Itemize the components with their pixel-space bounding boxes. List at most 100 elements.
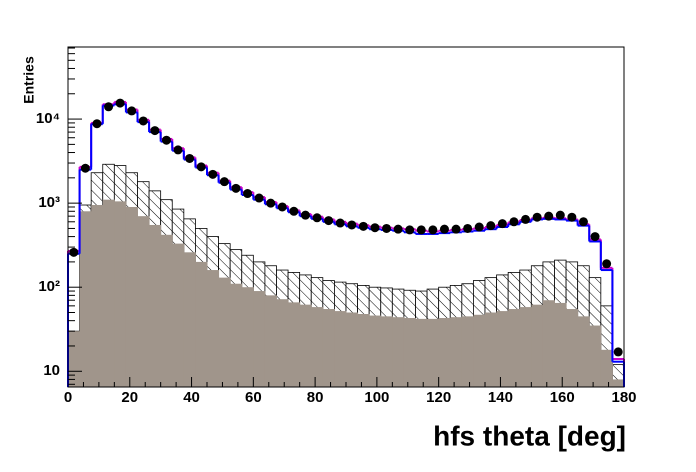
data-point [266,198,276,208]
data-point [231,183,241,193]
x-tick-label: 140 [488,389,513,406]
data-point [521,214,531,224]
data-point [497,219,507,229]
data-point [486,221,496,231]
data-point [115,98,125,108]
filled-bar [311,307,324,387]
filled-bar [392,317,405,387]
data-point [335,218,345,228]
data-point [463,223,473,233]
filled-bar [612,379,625,387]
data-point [104,102,114,112]
filled-bar [508,309,521,387]
y-tick-label: 10⁴ [36,110,60,127]
filled-bar [519,307,532,387]
data-point [300,210,310,220]
filled-bar [369,315,382,387]
filled-bar [531,304,544,387]
data-point [578,217,588,227]
filled-bar [137,216,150,387]
data-point [439,224,449,234]
filled-bar [322,309,335,387]
data-point [532,212,542,222]
filled-bar [114,201,127,387]
filled-bar [461,316,474,387]
data-point [92,119,102,129]
filled-bar [160,234,173,387]
filled-bar [334,311,347,387]
data-point [393,224,403,234]
filled-bar [79,211,92,387]
filled-bar [473,314,486,387]
filled-bar [450,317,463,387]
data-point [509,217,519,227]
data-point [590,232,600,242]
y-tick-label: 10 [43,362,60,379]
filled-bar [380,316,393,387]
data-point [277,202,287,212]
data-point [243,189,253,199]
data-point [161,135,171,145]
filled-bar [589,325,602,387]
filled-bar [241,287,254,387]
data-point [358,221,368,231]
filled-bar [149,224,162,387]
y-tick-label: 10³ [38,194,60,211]
filled-bar [566,309,579,387]
data-point [428,225,438,235]
filled-bar [496,311,509,387]
x-tick-label: 60 [245,389,262,406]
x-tick-label: 40 [183,389,200,406]
x-tick-label: 120 [426,389,451,406]
filled-bar [288,302,301,387]
filled-bar [542,300,555,387]
data-point [474,222,484,232]
data-point [324,216,334,226]
filled-bar [207,270,220,387]
data-point [69,247,79,257]
filled-bar [230,283,243,387]
data-point [312,213,322,223]
data-point [416,225,426,235]
y-axis-label: Entries [21,56,37,104]
filled-bar [172,243,185,387]
x-tick-label: 0 [64,389,72,406]
filled-bar [253,291,266,387]
data-point [208,169,218,179]
data-point [80,163,90,173]
filled-bar [346,312,359,387]
y-tick-label: 10² [38,278,60,295]
data-point [555,210,565,220]
data-point [150,126,160,136]
data-point [289,206,299,216]
filled-bar [183,252,196,387]
filled-bar [438,318,451,387]
data-point [567,212,577,222]
filled-bar [276,299,289,387]
filled-bar [218,277,231,387]
filled-bar [91,205,104,387]
x-tick-label: 160 [550,389,575,406]
filled-bar [415,318,428,387]
filled-bar [357,314,370,387]
x-axis-label: hfs theta [deg] [433,420,626,451]
filled-bar [577,316,590,387]
data-point [370,223,380,233]
data-point [127,106,137,116]
filled-bar [403,318,416,387]
x-tick-label: 80 [307,389,324,406]
filled-bar [68,331,81,387]
data-point [613,347,623,357]
filled-bar [299,304,312,387]
filled-bar [195,261,208,387]
data-point [405,225,415,235]
filled-bar [600,349,613,387]
data-point [196,162,206,172]
data-point [347,220,357,230]
data-point [602,259,612,269]
data-point [138,116,148,126]
data-point [451,224,461,234]
filled-bar [264,295,277,387]
filled-bar [427,318,440,387]
